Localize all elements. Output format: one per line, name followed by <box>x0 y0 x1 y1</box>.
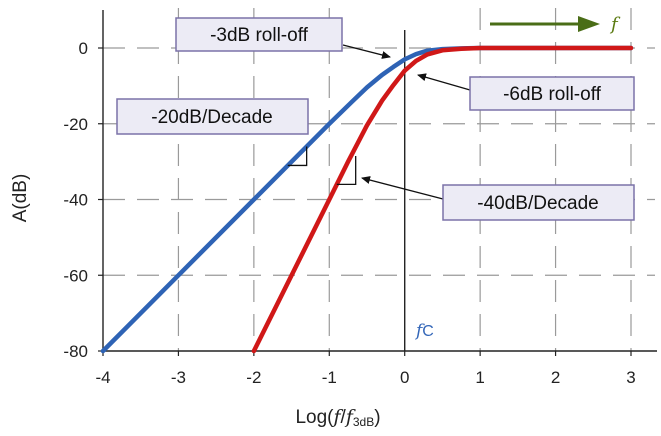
svg-text:-6dB roll-off: -6dB roll-off <box>503 84 602 105</box>
series-lines <box>100 45 634 354</box>
callout-3db-roll-off: -3dB roll-off <box>175 17 343 52</box>
leader-6db <box>417 73 471 91</box>
x-tick-label-4: 0 <box>400 368 409 387</box>
callout-6db-roll-off: -6dB roll-off <box>469 76 635 111</box>
x-tick-label-6: 2 <box>551 368 560 387</box>
axes <box>98 10 657 356</box>
x-tick-label-5: 1 <box>475 368 484 387</box>
x-tick-label-0: -4 <box>95 368 110 387</box>
y-tick-label-0: 0 <box>79 39 88 58</box>
svg-text:-20dB/Decade: -20dB/Decade <box>151 107 272 128</box>
leader-3db <box>342 44 391 59</box>
callout-20db-decade: -20dB/Decade <box>116 98 309 135</box>
y-tick-label-4: -80 <box>63 342 88 361</box>
x-axis-title: Log(f/f3dB) <box>295 406 380 429</box>
y-tick-label-3: -60 <box>63 266 88 285</box>
svg-text:-3dB roll-off: -3dB roll-off <box>210 25 309 46</box>
slope-marker-40 <box>336 155 357 186</box>
x-tick-label-2: -2 <box>246 368 261 387</box>
slope-markers <box>287 146 357 186</box>
x-tick-label-7: 3 <box>626 368 635 387</box>
x-tick-label-3: -1 <box>322 368 337 387</box>
grid-lines <box>103 8 655 351</box>
y-tick-label-2: -40 <box>63 191 88 210</box>
y-tick-label-1: -20 <box>63 115 88 134</box>
tick-labels: -4 -3 -2 -1 0 1 2 3 0 -20 -40 -60 -80 <box>63 39 635 387</box>
slope-marker-20 <box>287 146 308 167</box>
fc-label: fC <box>414 321 434 341</box>
x-tick-label-1: -3 <box>171 368 186 387</box>
leader-40 <box>361 176 444 200</box>
series-line-2 <box>251 45 634 354</box>
frequency-arrow-label: f <box>609 14 621 35</box>
callout-40db-decade: -40dB/Decade <box>442 184 635 221</box>
svg-text:-40dB/Decade: -40dB/Decade <box>477 193 598 214</box>
y-axis-title: A(dB) <box>10 174 31 223</box>
